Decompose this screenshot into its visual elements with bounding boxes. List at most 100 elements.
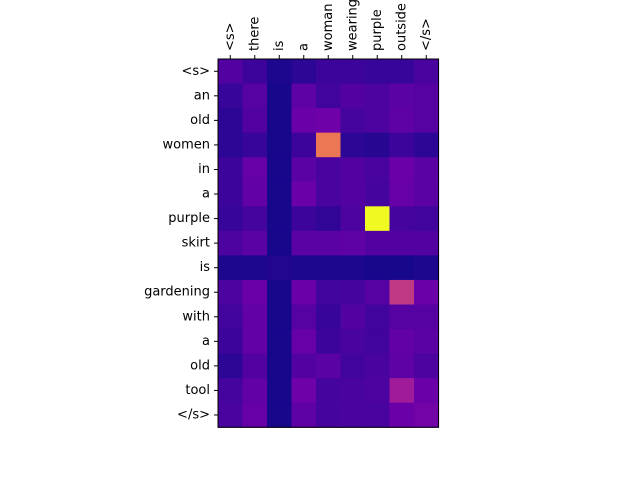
heatmap-cell	[291, 132, 317, 158]
heatmap-cell	[242, 108, 268, 134]
heatmap-cell	[242, 304, 268, 330]
heatmap-cell	[340, 206, 366, 232]
heatmap-cell	[389, 378, 415, 404]
x-tick-label: </s>	[419, 18, 434, 51]
y-tick-label: a	[202, 187, 210, 202]
x-tick-label: a	[296, 43, 311, 51]
heatmap-cell	[218, 255, 244, 281]
heatmap-cell	[291, 353, 317, 379]
heatmap-cell	[316, 279, 342, 306]
heatmap-cell	[267, 402, 293, 428]
heatmap-cell	[365, 108, 391, 134]
heatmap-cell	[316, 304, 342, 330]
heatmap-cell	[242, 353, 268, 379]
heatmap-cell	[365, 83, 391, 109]
heatmap-cell	[316, 230, 342, 256]
heatmap-cell	[389, 304, 415, 330]
heatmap-cell	[340, 378, 366, 404]
heatmap-cell	[316, 83, 342, 109]
heatmap-cell	[218, 206, 244, 232]
y-tick-label: <s>	[181, 64, 210, 79]
heatmap-cell	[414, 279, 440, 306]
y-tick-label: with	[182, 309, 210, 324]
heatmap-cell	[340, 255, 366, 281]
heatmap-cell	[365, 304, 391, 330]
heatmap-cell	[389, 157, 415, 183]
x-tick-label: <s>	[223, 22, 238, 51]
heatmap-cell	[218, 329, 244, 355]
heatmap-cell	[218, 279, 244, 306]
heatmap-cell	[340, 132, 366, 158]
heatmap-cell	[291, 83, 317, 109]
x-tick-label: there	[247, 17, 262, 51]
heatmap-cell	[291, 181, 317, 207]
heatmap-cell	[242, 157, 268, 183]
y-axis-ticks: <s> an old women in a purple skirt is gardening wi…	[144, 64, 218, 422]
x-tick-label: outside	[394, 3, 409, 51]
heatmap-cell	[340, 83, 366, 109]
y-tick-label: a	[202, 334, 210, 349]
heatmap-cell	[389, 181, 415, 207]
heatmap-cell	[365, 181, 391, 207]
heatmap-cell	[389, 132, 415, 158]
heatmap-cell	[242, 230, 268, 256]
heatmap-cell	[414, 157, 440, 183]
heatmap-cell	[414, 83, 440, 109]
heatmap-cell	[414, 108, 440, 134]
heatmap-cell	[267, 279, 293, 306]
x-axis-ticks: <s> there is a woman wearing purple outside </s>	[223, 0, 434, 59]
heatmap-cell	[316, 329, 342, 355]
heatmap-cell	[365, 132, 391, 158]
heatmap-cell	[365, 230, 391, 256]
y-tick-label: in	[198, 162, 210, 177]
heatmap-cell	[218, 59, 244, 85]
heatmap-cell	[365, 157, 391, 183]
y-tick-label: is	[200, 260, 211, 275]
heatmap-cell	[389, 402, 415, 428]
y-tick-label: old	[190, 358, 210, 373]
x-tick-label: is	[272, 40, 287, 51]
heatmap-cell	[267, 230, 293, 256]
heatmap-cell	[291, 279, 317, 306]
heatmap-cell	[414, 329, 440, 355]
heatmap-cell	[389, 108, 415, 134]
heatmap-cell	[242, 83, 268, 109]
heatmap-cell	[365, 329, 391, 355]
heatmap-cell	[291, 378, 317, 404]
heatmap-cell	[242, 378, 268, 404]
heatmap-cell	[218, 132, 244, 158]
heatmap-cell	[291, 304, 317, 330]
heatmap-cell	[267, 206, 293, 232]
heatmap-cell	[389, 59, 415, 85]
y-tick-label: an	[194, 88, 210, 103]
heatmap-cell	[242, 206, 268, 232]
heatmap-cell	[316, 255, 342, 281]
heatmap-cell	[291, 108, 317, 134]
heatmap-cell	[267, 353, 293, 379]
heatmap-cell	[316, 378, 342, 404]
heatmap-cell	[389, 255, 415, 281]
heatmap-cell	[267, 304, 293, 330]
heatmap-cell	[340, 279, 366, 306]
heatmap-cell	[267, 132, 293, 158]
heatmap-cell	[316, 206, 342, 232]
heatmap-cell	[291, 206, 317, 232]
heatmap-cell	[291, 402, 317, 428]
heatmap-cell	[389, 279, 415, 306]
heatmap-cell	[218, 83, 244, 109]
y-tick-label: gardening	[144, 285, 210, 300]
y-tick-label: tool	[185, 383, 210, 398]
heatmap-cell	[316, 59, 342, 85]
heatmap-cell	[340, 230, 366, 256]
heatmap-cell	[316, 181, 342, 207]
heatmap-cell	[389, 230, 415, 256]
heatmap-cell	[291, 157, 317, 183]
heatmap-cell	[267, 83, 293, 109]
heatmap-cell	[365, 255, 391, 281]
heatmap-cell	[242, 132, 268, 158]
heatmap-cell	[389, 83, 415, 109]
heatmap-cell	[340, 353, 366, 379]
heatmap-cell	[414, 378, 440, 404]
heatmap-cell	[267, 108, 293, 134]
